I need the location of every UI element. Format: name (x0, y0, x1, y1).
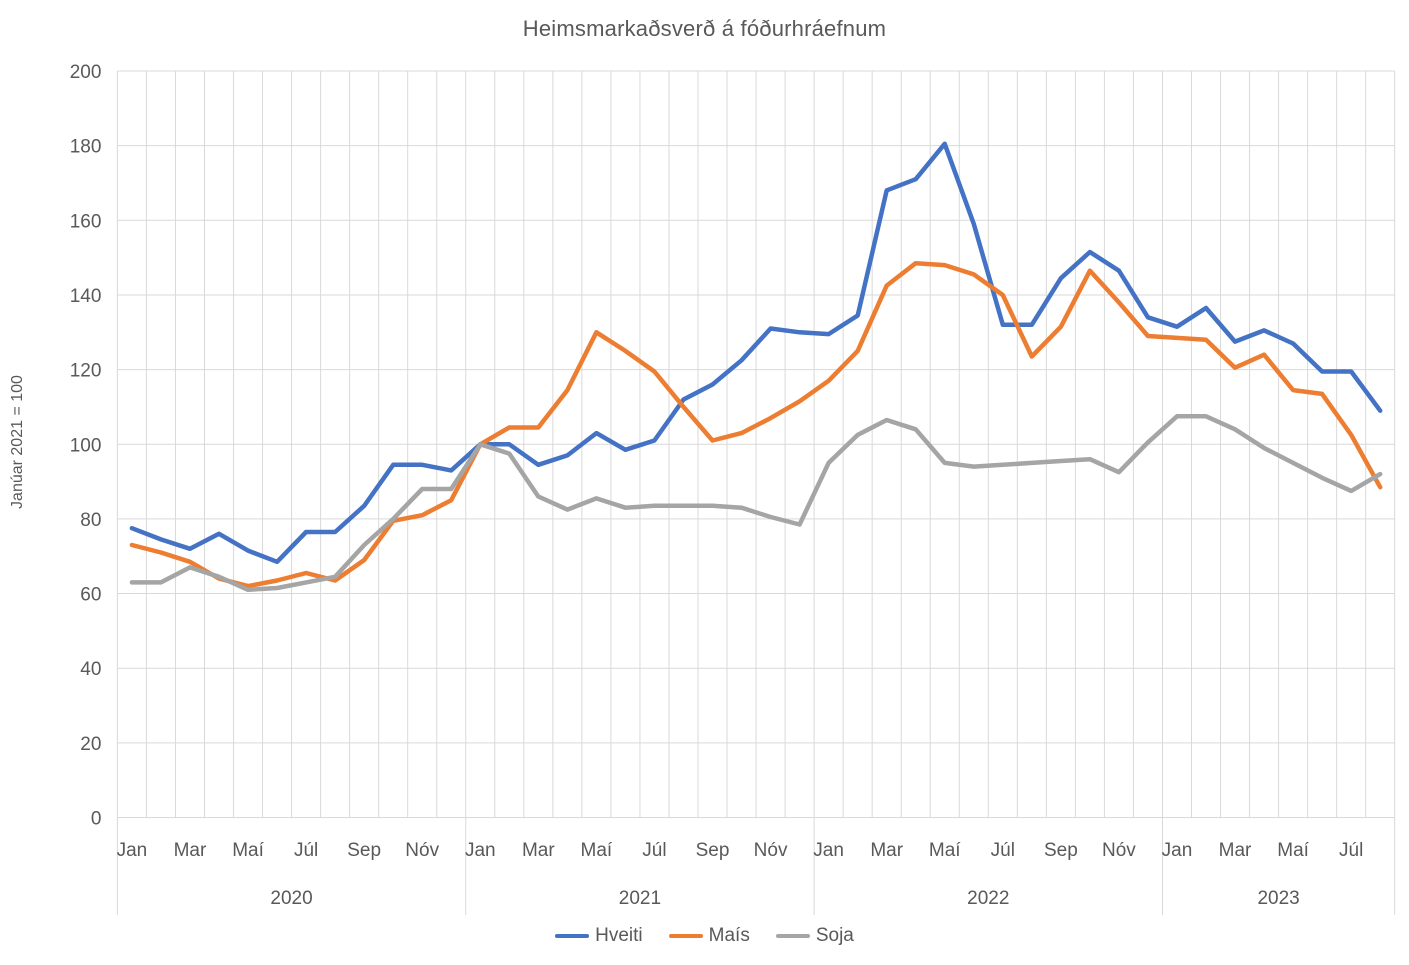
month-tick-label: Nóv (1102, 840, 1136, 861)
series-line-soja (129, 414, 1383, 593)
month-tick-label: Jan (813, 840, 844, 861)
series-line-hveiti (129, 141, 1383, 565)
month-tick-label: Sep (347, 840, 381, 861)
y-tick-label: 180 (70, 137, 102, 158)
month-tick-label: Mar (1219, 840, 1252, 861)
chart-title: Heimsmarkaðsverð á fóðurhráefnum (522, 16, 887, 41)
month-tick-label: Júl (991, 840, 1015, 861)
month-tick-label: Maí (232, 840, 264, 861)
month-tick-label: Jan (117, 840, 148, 861)
year-label: 2023 (1257, 888, 1299, 909)
legend-item-hveiti: Hveiti (555, 925, 643, 947)
legend-label-mais: Maís (708, 925, 750, 946)
y-tick-label: 100 (70, 435, 102, 456)
month-tick-label: Nóv (405, 840, 439, 861)
legend-item-mais: Maís (668, 925, 750, 947)
month-tick-label: Sep (696, 840, 730, 861)
month-tick-label: Júl (1339, 840, 1363, 861)
month-tick-label: Jan (465, 840, 496, 861)
y-tick-label: 200 (70, 62, 102, 83)
legend-label-hveiti: Hveiti (595, 925, 643, 946)
month-tick-label: Jan (1162, 840, 1193, 861)
legend-label-soja: Soja (815, 925, 854, 946)
series-line-mais (129, 260, 1383, 589)
y-tick-label: 80 (80, 510, 101, 531)
month-tick-label: Nóv (754, 840, 788, 861)
month-tick-label: Maí (581, 840, 613, 861)
soja-line-swatch (775, 934, 810, 938)
y-tick-label: 60 (80, 585, 101, 606)
y-tick-label: 140 (70, 286, 102, 307)
month-tick-label: Maí (1277, 840, 1309, 861)
hveiti-line-swatch (555, 934, 590, 938)
month-tick-label: Mar (174, 840, 207, 861)
month-tick-label: Júl (642, 840, 666, 861)
y-tick-label: 0 (91, 809, 102, 830)
mais-line-swatch (668, 934, 703, 938)
legend-item-soja: Soja (775, 925, 854, 947)
year-label: 2022 (967, 888, 1009, 909)
y-tick-label: 160 (70, 211, 102, 232)
y-tick-label: 20 (80, 734, 101, 755)
year-label: 2021 (619, 888, 661, 909)
chart-legend: Hveiti Maís Soja (0, 925, 1409, 947)
month-tick-label: Sep (1044, 840, 1078, 861)
y-tick-label: 120 (70, 361, 102, 382)
month-tick-label: Júl (294, 840, 318, 861)
y-tick-label: 40 (80, 659, 101, 680)
month-tick-label: Maí (929, 840, 961, 861)
year-label: 2020 (270, 888, 312, 909)
month-tick-label: Mar (522, 840, 555, 861)
month-tick-label: Mar (870, 840, 903, 861)
